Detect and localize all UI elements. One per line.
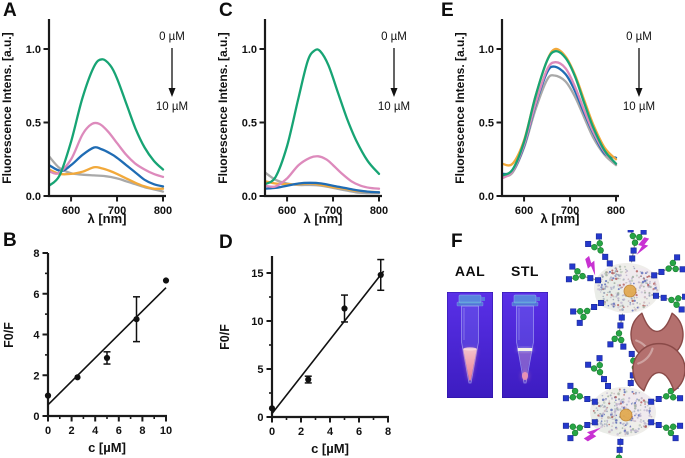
panel-label-c: C xyxy=(219,0,233,21)
panel-label-b: B xyxy=(3,230,17,251)
scatter-chart-b: 0 2 4 6 8 0 2 4 6 8 10 F0/F c [µM] xyxy=(2,248,172,455)
svg-text:λ [nm]: λ [nm] xyxy=(88,211,127,226)
svg-text:600: 600 xyxy=(62,205,80,217)
svg-text:c [µM]: c [µM] xyxy=(88,440,126,455)
svg-text:800: 800 xyxy=(154,205,172,217)
svg-text:0 µM: 0 µM xyxy=(381,31,407,43)
svg-text:8: 8 xyxy=(385,426,391,438)
tube-photo-stl xyxy=(502,292,548,398)
panel-label-f: F xyxy=(451,231,463,252)
svg-text:15: 15 xyxy=(251,268,263,280)
panel-label-a: A xyxy=(3,0,17,21)
svg-text:λ [nm]: λ [nm] xyxy=(304,211,343,226)
svg-text:1.0: 1.0 xyxy=(479,44,494,56)
panel-label-d: D xyxy=(219,232,233,253)
svg-text:6: 6 xyxy=(33,289,39,301)
svg-text:700: 700 xyxy=(324,205,342,217)
svg-text:5: 5 xyxy=(257,364,263,376)
svg-text:0: 0 xyxy=(269,426,275,438)
svg-text:10 µM: 10 µM xyxy=(623,101,655,113)
tube-label-aal: AAL xyxy=(454,263,486,279)
svg-text:0 µM: 0 µM xyxy=(159,31,185,43)
spectra-chart-c: 0.0 0.5 1.0 600 700 800 Fluorescence Intens. [… xyxy=(216,19,410,226)
svg-text:0.0: 0.0 xyxy=(479,191,494,203)
svg-text:600: 600 xyxy=(278,205,296,217)
svg-text:2: 2 xyxy=(69,425,75,437)
svg-text:4: 4 xyxy=(92,425,99,437)
svg-text:10 µM: 10 µM xyxy=(156,101,188,113)
svg-text:6: 6 xyxy=(116,425,122,437)
svg-text:0: 0 xyxy=(45,425,51,437)
svg-text:F0/F: F0/F xyxy=(218,324,232,350)
svg-text:0.0: 0.0 xyxy=(26,191,41,203)
svg-text:700: 700 xyxy=(561,205,579,217)
spectra-chart-a: 0.0 0.5 1.0 600 700 800 Fluorescence Intens. [… xyxy=(0,19,188,226)
svg-text:10 µM: 10 µM xyxy=(378,101,410,113)
svg-text:4: 4 xyxy=(33,330,40,342)
panel-label-e: E xyxy=(441,0,454,21)
svg-text:Fluorescence Intens. [a.u.]: Fluorescence Intens. [a.u.] xyxy=(0,32,14,183)
svg-text:0: 0 xyxy=(257,412,263,424)
svg-text:4: 4 xyxy=(327,426,334,438)
spectra-chart-e: 0.0 0.5 1.0 600 700 800 Fluorescence Intens. [… xyxy=(453,19,655,226)
svg-text:600: 600 xyxy=(515,205,533,217)
svg-text:0.0: 0.0 xyxy=(242,191,257,203)
svg-text:6: 6 xyxy=(356,426,362,438)
svg-text:Fluorescence Intens. [a.u.]: Fluorescence Intens. [a.u.] xyxy=(453,32,467,183)
svg-text:10: 10 xyxy=(251,316,263,328)
svg-text:800: 800 xyxy=(370,205,388,217)
svg-text:2: 2 xyxy=(33,370,39,382)
svg-text:0.5: 0.5 xyxy=(479,118,494,130)
svg-text:0 µM: 0 µM xyxy=(626,31,652,43)
svg-text:Fluorescence Intens. [a.u.]: Fluorescence Intens. [a.u.] xyxy=(216,32,230,183)
svg-text:F0/F: F0/F xyxy=(2,322,16,348)
tube-photo-aal xyxy=(447,292,493,398)
svg-text:700: 700 xyxy=(108,205,126,217)
svg-text:c [µM]: c [µM] xyxy=(311,441,349,456)
svg-text:8: 8 xyxy=(33,248,39,260)
svg-text:λ [nm]: λ [nm] xyxy=(541,211,580,226)
svg-text:2: 2 xyxy=(298,426,304,438)
svg-text:10: 10 xyxy=(160,425,172,437)
svg-text:0.5: 0.5 xyxy=(242,118,257,130)
svg-text:1.0: 1.0 xyxy=(242,44,257,56)
svg-text:1.0: 1.0 xyxy=(26,44,41,56)
lectin-glycoprotein-cartoon xyxy=(562,230,685,458)
svg-text:8: 8 xyxy=(139,425,145,437)
tube-label-stl: STL xyxy=(511,263,539,279)
scatter-chart-d: 0 5 10 15 0 2 4 6 8 F0/F c [µM] xyxy=(218,256,391,456)
svg-text:0: 0 xyxy=(33,411,39,423)
svg-text:800: 800 xyxy=(607,205,625,217)
svg-text:0.5: 0.5 xyxy=(26,118,41,130)
